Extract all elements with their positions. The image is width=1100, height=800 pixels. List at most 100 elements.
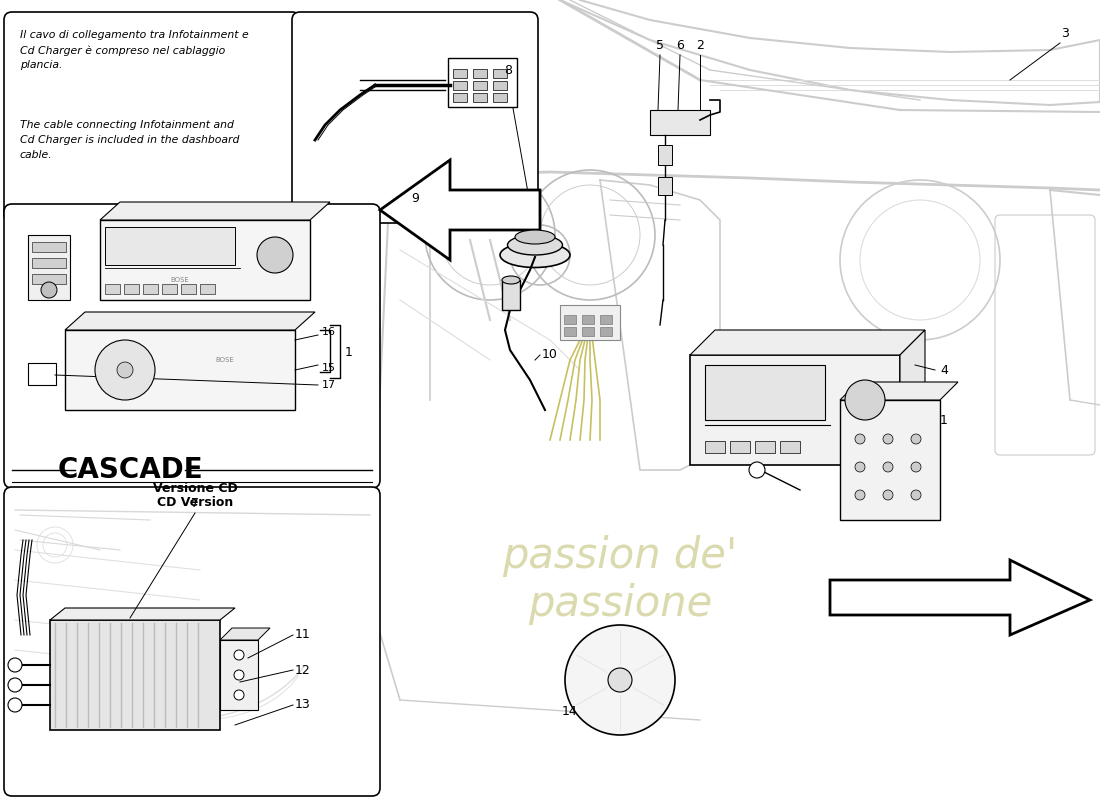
Bar <box>100 220 310 300</box>
Text: 17: 17 <box>322 380 337 390</box>
FancyBboxPatch shape <box>4 204 379 488</box>
Circle shape <box>883 462 893 472</box>
Bar <box>582 315 594 324</box>
Circle shape <box>883 434 893 444</box>
Bar <box>453 69 468 78</box>
Text: 4: 4 <box>940 363 948 377</box>
Circle shape <box>845 380 886 420</box>
Text: 16: 16 <box>322 327 335 337</box>
Text: 2: 2 <box>696 39 704 52</box>
Bar <box>560 305 620 340</box>
Bar <box>840 400 940 520</box>
Bar <box>32 258 66 268</box>
Circle shape <box>234 690 244 700</box>
Text: passion de'
passione: passion de' passione <box>503 534 738 626</box>
Circle shape <box>234 670 244 680</box>
Text: BOSE: BOSE <box>170 277 189 283</box>
Bar <box>564 327 576 336</box>
Text: 7: 7 <box>191 497 199 510</box>
Circle shape <box>257 237 293 273</box>
FancyBboxPatch shape <box>292 12 538 223</box>
Bar <box>473 93 487 102</box>
Bar <box>32 242 66 252</box>
Bar <box>600 315 612 324</box>
Polygon shape <box>50 608 235 620</box>
Bar <box>220 640 258 710</box>
Bar <box>658 177 672 195</box>
Ellipse shape <box>502 276 520 284</box>
Polygon shape <box>900 330 925 465</box>
Bar <box>705 441 725 453</box>
Bar <box>32 274 66 284</box>
Polygon shape <box>220 628 270 640</box>
Bar <box>104 284 120 294</box>
Polygon shape <box>379 160 540 260</box>
Circle shape <box>117 362 133 378</box>
Ellipse shape <box>515 230 556 244</box>
FancyBboxPatch shape <box>4 487 379 796</box>
Bar <box>473 69 487 78</box>
Bar <box>600 327 612 336</box>
Polygon shape <box>65 312 315 330</box>
Circle shape <box>911 462 921 472</box>
Text: 1: 1 <box>940 414 948 426</box>
Circle shape <box>911 434 921 444</box>
Polygon shape <box>830 560 1090 635</box>
Circle shape <box>8 698 22 712</box>
Text: 15: 15 <box>322 363 335 373</box>
Bar <box>493 93 507 102</box>
Bar <box>502 280 520 310</box>
Bar <box>28 235 70 300</box>
Text: 11: 11 <box>295 629 310 642</box>
Circle shape <box>565 625 675 735</box>
Bar <box>50 620 220 730</box>
Bar <box>755 441 775 453</box>
Bar <box>650 110 710 135</box>
Text: 9: 9 <box>411 192 419 205</box>
Circle shape <box>41 282 57 298</box>
Text: 5: 5 <box>656 39 664 52</box>
Text: 14: 14 <box>562 705 578 718</box>
Circle shape <box>855 434 865 444</box>
Bar <box>182 284 196 294</box>
Text: 8: 8 <box>504 64 512 77</box>
Bar <box>690 355 900 465</box>
Circle shape <box>911 490 921 500</box>
Circle shape <box>855 462 865 472</box>
Circle shape <box>95 340 155 400</box>
Text: 6: 6 <box>676 39 684 52</box>
Text: BOSE: BOSE <box>216 357 234 363</box>
Circle shape <box>8 658 22 672</box>
Bar <box>453 81 468 90</box>
Bar <box>104 227 235 265</box>
Ellipse shape <box>500 242 570 267</box>
FancyBboxPatch shape <box>448 58 517 107</box>
Bar <box>28 363 56 385</box>
Circle shape <box>749 462 764 478</box>
Bar <box>453 93 468 102</box>
Circle shape <box>608 668 632 692</box>
Text: 1: 1 <box>345 346 353 358</box>
Polygon shape <box>100 202 330 220</box>
Bar <box>473 81 487 90</box>
Text: Il cavo di collegamento tra Infotainment e
Cd Charger è compreso nel cablaggio
p: Il cavo di collegamento tra Infotainment… <box>20 30 249 70</box>
Circle shape <box>855 490 865 500</box>
Text: 13: 13 <box>295 698 310 711</box>
Text: CASCADE: CASCADE <box>57 456 202 484</box>
Text: 3: 3 <box>1062 27 1069 40</box>
Bar <box>780 441 800 453</box>
Polygon shape <box>690 330 925 355</box>
Bar <box>582 327 594 336</box>
Circle shape <box>8 678 22 692</box>
Bar <box>564 315 576 324</box>
Bar <box>143 284 158 294</box>
Bar <box>493 81 507 90</box>
Polygon shape <box>840 382 958 400</box>
Bar <box>705 365 825 420</box>
Bar <box>493 69 507 78</box>
Bar <box>658 145 672 165</box>
FancyBboxPatch shape <box>4 12 300 223</box>
Circle shape <box>883 490 893 500</box>
Bar <box>124 284 139 294</box>
Circle shape <box>234 650 244 660</box>
